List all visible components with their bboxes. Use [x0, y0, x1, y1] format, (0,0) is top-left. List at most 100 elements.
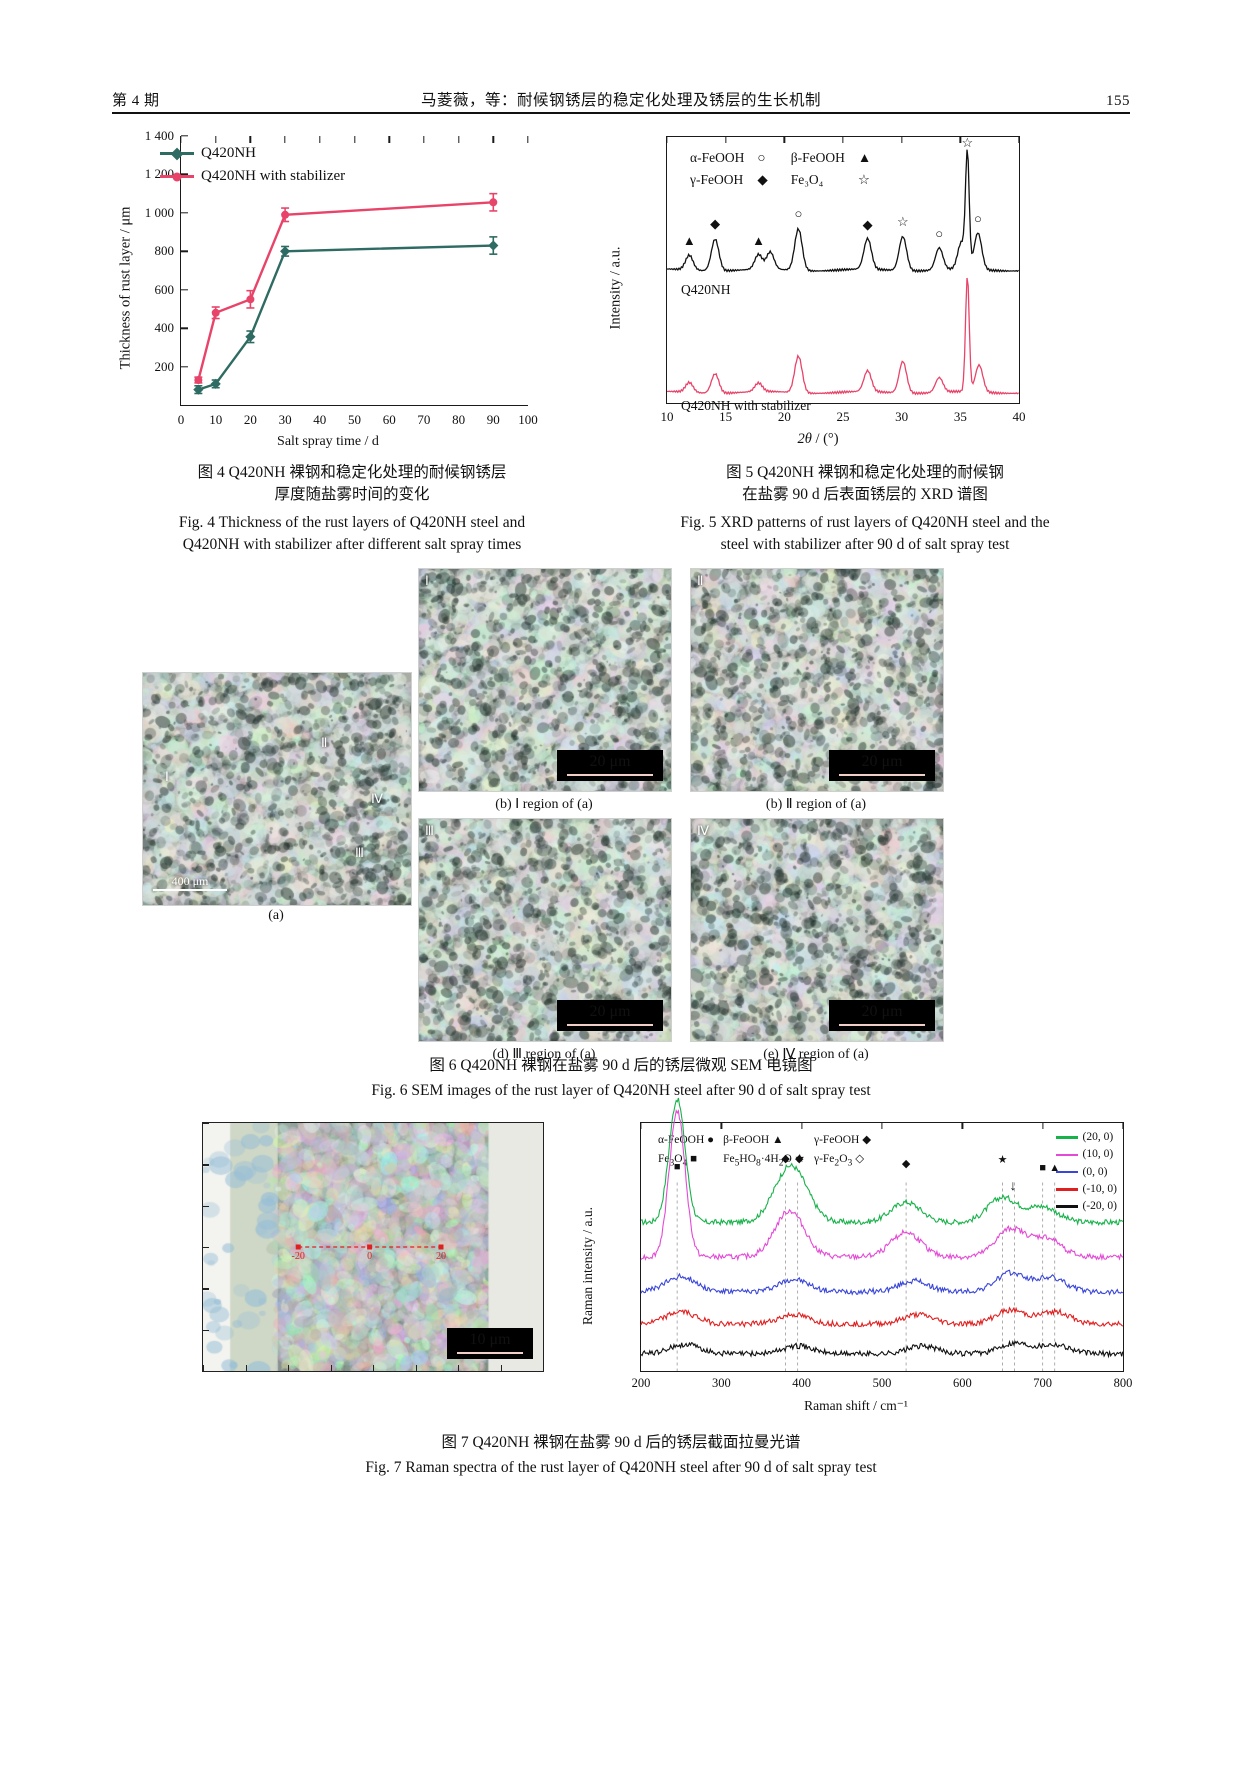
- sem-panel-d: Ⅲ 20 μm: [418, 818, 672, 1042]
- fig4-x-tick-mark: [284, 136, 286, 143]
- fig4-plot-area: 200 400 600 800 1 000 1 200 1 400 0 10 20 30 40 50 60…: [145, 128, 538, 427]
- fig4-legend-label-1: Q420NH with stabilizer: [201, 168, 346, 185]
- fig4-legend-item-0: Q420NH: [160, 142, 345, 165]
- fig7-series-swatch-2: [1055, 1170, 1078, 1174]
- fig5-x-axis-label: 2θ / (°): [797, 431, 839, 447]
- fig7-peak-marker-1: ◆: [781, 1153, 790, 1166]
- fig4-x-tick: 10: [209, 412, 223, 427]
- fig7-x-tick-mark: [801, 1123, 803, 1129]
- fig5-x-tick-mark: [666, 137, 668, 143]
- fig7-peak-marker-6: ▲: [1049, 1161, 1061, 1174]
- fig5-x-tick: 35: [953, 409, 967, 424]
- fig5-curve-label-1: Q420NH with stabilizer: [681, 398, 811, 414]
- fig5-plot-area: 10 15 20 25 30 35 40 α-FeOOH ○ β-FeOOH ▲ γ-FeOOH ◆ Fe…: [661, 135, 1026, 424]
- fig4-x-tick-mark: [214, 136, 217, 143]
- fig5-legend-symbol-1: ▲: [857, 150, 872, 165]
- sem-panel-b1-subcaption: (b) Ⅰ region of (a): [495, 797, 593, 812]
- sem-panel-e-scalebar: 20 μm: [829, 1000, 935, 1031]
- sem-panel-b1-corner-label: Ⅰ: [425, 573, 429, 588]
- optical-point-label-0: -20: [291, 1251, 305, 1262]
- fig7-x-tick: 200: [631, 1376, 651, 1390]
- fig7-legend-item-5: γ-Fe2O3 ◇: [814, 1152, 865, 1168]
- fig4-x-tick: 70: [417, 412, 431, 427]
- fig4-legend-swatch-1: [160, 172, 194, 182]
- fig7-series-legend-item-4: (-20, 0): [1055, 1198, 1117, 1215]
- fig7-legend-item-4: Fe5HO8·4H2O ★: [723, 1152, 805, 1168]
- fig4-legend-label-0: Q420NH: [201, 145, 256, 161]
- optical-x-tick-mark: [373, 1365, 375, 1371]
- fig4-y-tick-mark: [181, 327, 188, 329]
- sem-panel-e-corner-label: Ⅳ: [697, 823, 709, 838]
- fig5-legend-name-1: β-FeOOH: [790, 150, 845, 165]
- fig7-raman-chart: Raman intensity / a.u. 200 300 400 500 600 70…: [580, 1097, 1132, 1416]
- fig4-caption-cn-line2: 厚度随盐雾时间的变化: [274, 486, 430, 504]
- fig4-y-tick: 400: [154, 320, 175, 336]
- fig7-legend-item-1: β-FeOOH ▲: [723, 1134, 784, 1146]
- fig4-x-tick: 30: [278, 412, 292, 427]
- optical-scalebar-text: 10 μm: [469, 1331, 511, 1348]
- fig5-peak-symbol-4: ○: [794, 206, 803, 222]
- sem-region-mark-Ⅰ: Ⅰ: [165, 769, 169, 784]
- fig4-y-tick-mark: [181, 212, 188, 214]
- fig4-legend-swatch-0: [160, 147, 194, 160]
- fig7-series-swatch-0: [1055, 1136, 1078, 1139]
- fig5-curve-label-0: Q420NH: [681, 282, 731, 297]
- fig7-x-tick: 700: [1033, 1376, 1053, 1390]
- fig4-x-tick-mark: [353, 136, 356, 143]
- fig5-y-axis-label: Intensity / a.u.: [607, 246, 624, 330]
- optical-x-tick: 10: [409, 1371, 422, 1372]
- fig4-x-tick-mark: [388, 136, 390, 143]
- optical-x-tick-mark: [203, 1365, 205, 1371]
- fig7-peak-marker-5: ■: [1039, 1161, 1046, 1174]
- fig5-x-tick-mark: [842, 137, 844, 143]
- fig7-optical-image: -20020-30-20-100102030-40-30-20-10010203…: [202, 1122, 544, 1372]
- fig7-series-legend-item-1: (10, 0): [1055, 1146, 1118, 1163]
- fig5-x-tick-mark: [959, 137, 961, 143]
- fig4-x-tick: 100: [518, 412, 538, 427]
- optical-y-tick-mark: [203, 1123, 209, 1125]
- optical-x-tick-mark: [415, 1365, 417, 1371]
- fig5-x-tick-mark: [783, 137, 785, 143]
- optical-y-tick-mark: [203, 1288, 209, 1290]
- fig4-x-axis-label: Salt spray time / d: [277, 434, 379, 449]
- fig5-legend-name-3: Fe₃O₄: [790, 172, 824, 188]
- fig5-x-tick-mark: [901, 137, 903, 143]
- fig6-caption-en: Fig. 6 SEM images of the rust layer of Q…: [371, 1082, 871, 1100]
- fig5-x-tick: 25: [836, 409, 850, 424]
- fig4-y-tick: 600: [154, 281, 175, 297]
- sem-panel-b2-subcaption: (b) Ⅱ region of (a): [765, 797, 867, 812]
- running-head-title: 马菱薇，等：耐候钢锈层的稳定化处理及锈层的生长机制: [420, 92, 821, 109]
- fig4-legend-marker-0: [170, 147, 184, 160]
- fig7-y-axis-label: Raman intensity / a.u.: [580, 1206, 595, 1326]
- sem-region-mark-Ⅱ: Ⅱ: [321, 735, 328, 750]
- fig4-y-tick-mark: [181, 365, 188, 368]
- optical-x-tick-mark: [288, 1365, 290, 1371]
- fig7-peak-marker-0: ■: [673, 1160, 681, 1173]
- sem-panel-a-scalebar: 400 μm: [153, 874, 227, 891]
- fig7-peak-marker-4: ★: [997, 1154, 1008, 1167]
- fig4-x-tick: 50: [348, 412, 361, 427]
- fig5-x-tick: 10: [660, 409, 674, 424]
- fig7-series-legend-item-2: (0, 0): [1055, 1164, 1118, 1181]
- fig7-x-tick: 400: [792, 1376, 812, 1390]
- fig7-peak-marker-3: ◆: [901, 1158, 911, 1171]
- figure-7-raman: -20020-30-20-100102030-40-30-20-10010203…: [112, 1097, 1132, 1440]
- fig4-x-tick-mark: [423, 136, 425, 143]
- fig5-peak-symbol-6: ☆: [897, 213, 909, 229]
- fig7-series-label-0: (20, 0): [1082, 1131, 1114, 1143]
- figure-4-chart: Thickness of rust layer / μm 200 400 600 80…: [118, 128, 538, 449]
- fig4-x-tick-mark: [527, 136, 529, 143]
- fig4-x-tick: 80: [452, 412, 466, 427]
- fig5-legend-symbol-2: ◆: [757, 172, 768, 188]
- fig5-peak-symbol-7: ○: [935, 225, 944, 241]
- fig7-series-legend-item-3: (-10, 0): [1055, 1181, 1117, 1198]
- optical-x-tick: -40: [202, 1371, 211, 1372]
- sem-panel-b1-scalebar-bar: [567, 774, 653, 776]
- optical-y-tick-mark: [203, 1371, 209, 1372]
- fig7-series-label-2: (0, 0): [1082, 1165, 1108, 1178]
- optical-x-tick-mark: [245, 1365, 247, 1371]
- sem-panel-e-scalebar-text: 20 μm: [861, 1003, 903, 1020]
- fig4-legend-marker-1: [172, 172, 182, 182]
- fig7-x-tick-mark: [1042, 1123, 1044, 1129]
- optical-point-label-2: 20: [436, 1251, 446, 1262]
